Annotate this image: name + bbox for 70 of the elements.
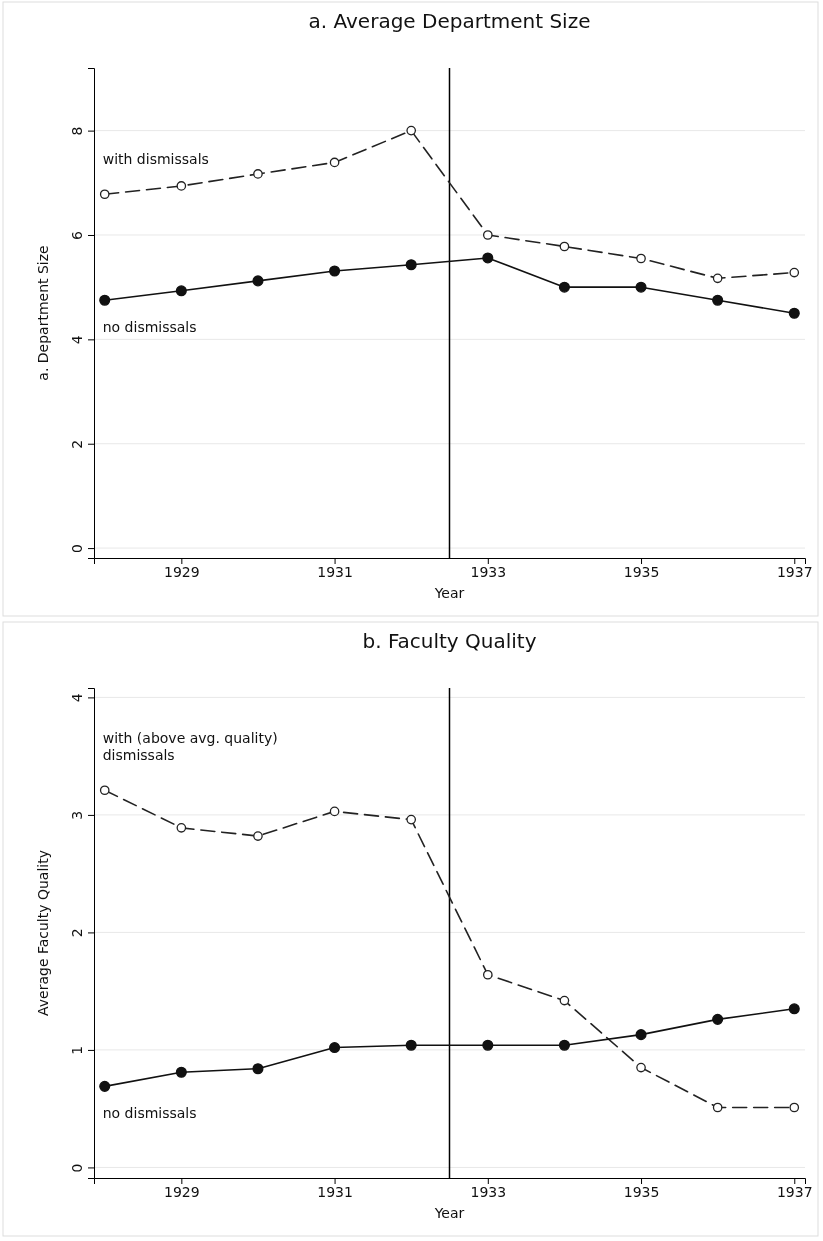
y-tick-label: 8 [69,126,86,136]
series-label: with dismissals [102,151,209,168]
y-axis-title: Average Faculty Quality [35,850,51,1016]
point [789,1102,800,1113]
point [99,189,110,200]
y-tick-label: 3 [69,810,86,820]
y-tick-label: 1 [69,1045,86,1055]
point [559,241,570,252]
point [406,814,417,825]
y-axis-title: a. Department Size [35,245,51,381]
x-tick-label: 1933 [470,1183,507,1200]
y-tick-label: 4 [69,693,86,703]
point [405,259,417,271]
point [636,253,646,264]
point [99,1080,111,1092]
point [329,1042,341,1054]
x-tick-label: 1933 [470,563,507,580]
series-label: no dismissals [102,1105,197,1122]
x-tick-label: 1929 [164,563,200,580]
point [635,281,647,293]
x-tick-label: 1935 [623,563,660,580]
y-tick-label: 0 [69,544,86,554]
point [789,267,800,278]
point [482,1039,494,1051]
x-tick-label: 1931 [317,1183,353,1200]
point [253,169,263,179]
point [559,995,570,1006]
point [252,1063,264,1075]
point [329,265,341,277]
point [406,125,417,136]
x-tick-label: 1937 [776,563,813,580]
series-label: with (above avg. quality) dismissals [102,730,278,764]
point [712,294,724,306]
chart-title: a. Average Department Size [308,9,591,33]
x-tick-label: 1937 [776,1183,813,1200]
point [635,1029,647,1041]
series-label: no dismissals [102,319,197,336]
chart-title: b. Faculty Quality [362,629,537,653]
x-axis-title: Year [433,585,465,601]
y-tick-label: 6 [69,230,86,240]
point [175,285,187,297]
point [329,806,340,817]
y-tick-label: 0 [69,1163,86,1173]
point [405,1039,417,1051]
point [329,157,340,168]
point [482,252,494,264]
point [558,1039,570,1051]
point [482,230,493,240]
point [99,294,111,306]
point [636,1062,646,1073]
point [788,307,800,319]
x-axis-title: Year [433,1205,465,1221]
point [558,281,570,293]
point [176,823,187,833]
x-tick-label: 1935 [623,1183,660,1200]
y-tick-label: 2 [69,928,86,938]
point [712,1013,724,1025]
point [253,831,263,841]
x-tick-label: 1931 [317,563,353,580]
point [712,1102,723,1113]
point [712,273,723,284]
point [252,275,264,287]
y-tick-label: 2 [69,439,86,449]
y-tick-label: 4 [69,335,86,345]
point [175,1066,187,1078]
point [176,181,187,191]
point [788,1003,800,1015]
point [99,785,110,796]
point [482,969,493,980]
x-tick-label: 1929 [164,1183,200,1200]
